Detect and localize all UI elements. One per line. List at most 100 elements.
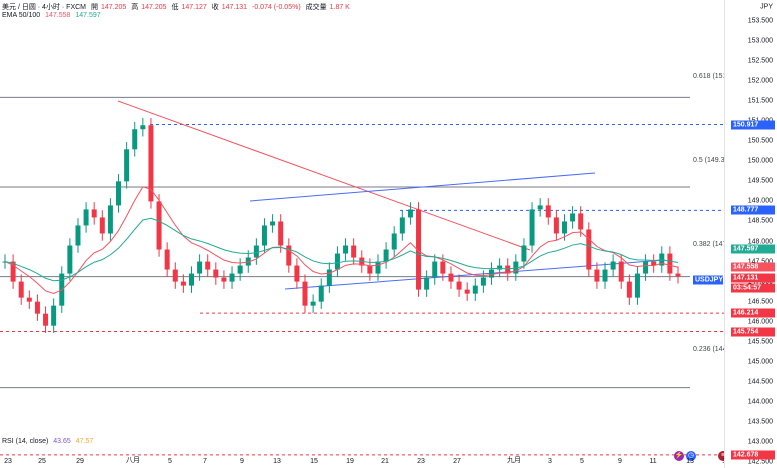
candle-body xyxy=(318,285,324,302)
price-tick-label: 152.000 xyxy=(747,77,773,85)
candle-body xyxy=(399,217,405,234)
price-tick-label: 148.500 xyxy=(747,217,773,225)
candle-body xyxy=(34,301,40,314)
time-tick-label: 23 xyxy=(4,458,12,465)
candle-body xyxy=(326,269,332,286)
candle-body xyxy=(505,265,511,274)
candle-body xyxy=(529,209,535,246)
symbol-line: 美元 / 日圆 · 4小时 · FXCM xyxy=(2,4,86,11)
candle-body xyxy=(229,273,235,282)
price-tick-label: 143.500 xyxy=(747,418,773,426)
price-badge: 146.214 xyxy=(731,308,775,318)
us-flag-icon[interactable]: ≡ xyxy=(718,451,728,461)
price-tick-label: 144.000 xyxy=(747,398,773,406)
candle-body xyxy=(570,213,576,222)
price-tick-label: 143.000 xyxy=(747,438,773,446)
time-tick-label: 9 xyxy=(618,458,622,465)
price-tick-label: 149.000 xyxy=(747,197,773,205)
candle-body xyxy=(343,245,349,254)
candle-body xyxy=(667,253,673,274)
candle-body xyxy=(253,245,259,258)
candle-body xyxy=(489,269,495,278)
candle-body xyxy=(375,261,381,274)
price-tick-label: 145.000 xyxy=(747,358,773,366)
candle-body xyxy=(634,273,640,298)
candle-body xyxy=(83,209,89,226)
candle-body xyxy=(221,277,227,282)
price-badge: 147.597 xyxy=(731,244,775,254)
candle-body xyxy=(578,213,584,230)
time-tick-label: 13 xyxy=(273,458,281,465)
currency-label: JPY xyxy=(760,3,773,11)
candle-body xyxy=(440,261,446,274)
candle-body xyxy=(124,149,130,182)
price-tick-label: 147.500 xyxy=(747,258,773,266)
candle-body xyxy=(675,273,681,277)
candle-body xyxy=(286,245,292,266)
ema-legend[interactable]: EMA 50/100 147.558 147.597 xyxy=(2,12,104,19)
candle-body xyxy=(237,265,243,274)
candle-body xyxy=(367,265,373,274)
candle-body xyxy=(18,281,24,298)
time-tick-label: 11 xyxy=(649,458,657,465)
price-tick-label: 144.500 xyxy=(747,378,773,386)
time-tick-label: 15 xyxy=(310,458,318,465)
fib-236-label: 0.236 (144.356) xyxy=(693,346,743,353)
candle-body xyxy=(67,245,73,274)
time-tick-label: 5 xyxy=(168,458,172,465)
open-label: 開 xyxy=(90,4,98,11)
candle-body xyxy=(480,277,486,286)
candle-body xyxy=(148,125,154,202)
ema50-value: 147.558 xyxy=(45,12,71,19)
price-plot[interactable] xyxy=(0,0,725,468)
ema50-line xyxy=(4,186,679,295)
price-badge: 142.678 xyxy=(731,450,775,460)
rsi-legend[interactable]: RSI (14, close) 43.65 47.57 xyxy=(2,438,96,445)
candle-body xyxy=(561,221,567,234)
candle-body xyxy=(521,245,527,262)
time-tick-label: 29 xyxy=(76,458,84,465)
candle-body xyxy=(424,277,430,290)
candle-body xyxy=(91,209,97,218)
candle-body xyxy=(448,273,454,282)
price-tick-label: 148.000 xyxy=(747,238,773,245)
candle-body xyxy=(270,221,276,226)
price-tick-label: 145.500 xyxy=(747,338,773,346)
candle-body xyxy=(472,285,478,294)
candle-body xyxy=(626,281,632,298)
flash-icon[interactable]: ⚡ xyxy=(674,451,684,461)
fib-382-label: 0.382 (147.123) xyxy=(693,241,743,248)
channel-upper-line xyxy=(249,172,596,202)
candle-body xyxy=(261,225,267,246)
price-axis[interactable]: JPY 153.500 153.000 152.500 152.000 151.500 1… xyxy=(693,0,777,468)
candle-body xyxy=(586,229,592,270)
ema100-line xyxy=(4,217,679,282)
price-tick-label: 146.000 xyxy=(747,318,773,326)
price-tick-label: 150.500 xyxy=(747,137,773,145)
price-tick-label: 152.500 xyxy=(747,57,773,65)
price-badge: 150.917 xyxy=(731,120,775,130)
candle-body xyxy=(75,225,81,246)
candle-body xyxy=(383,249,389,262)
candle-body xyxy=(180,281,186,286)
event-icon[interactable]: ◷ xyxy=(686,451,696,461)
price-tick-label: 153.500 xyxy=(747,17,773,25)
candle-body xyxy=(132,129,138,150)
rsi-label: RSI (14, close) xyxy=(2,438,49,445)
rsi-value-2: 47.57 xyxy=(75,438,94,445)
candle-body xyxy=(594,269,600,282)
time-tick-label: 九月 xyxy=(507,457,521,464)
candle-body xyxy=(310,301,316,306)
downtrend-line xyxy=(117,100,531,251)
channel-lower-line xyxy=(284,259,666,290)
time-tick-label: 3 xyxy=(548,458,552,465)
candle-body xyxy=(302,281,308,306)
candle-body xyxy=(172,269,178,282)
fib-618-label: 0.618 (151.596) xyxy=(693,73,743,80)
candle-body xyxy=(213,269,219,278)
candle-body xyxy=(537,205,543,210)
high-label: 高 xyxy=(131,4,139,11)
candle-body xyxy=(294,265,300,282)
candle-body xyxy=(164,249,170,270)
